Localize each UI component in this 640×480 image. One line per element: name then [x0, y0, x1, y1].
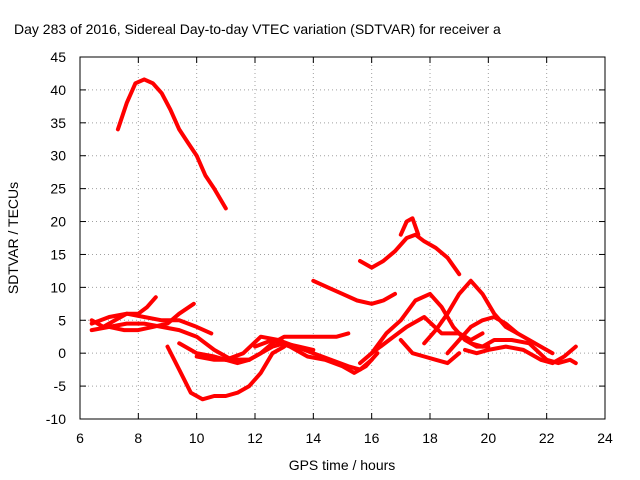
series-arc-16-20	[369, 315, 485, 356]
y-tick-labels: -10 -5 0 5 10 15 20 25 30 35 40 45	[46, 49, 66, 427]
x-tick-label: 24	[597, 430, 613, 446]
x-tick-label: 12	[247, 430, 263, 446]
series-arc-6-10	[89, 311, 214, 336]
y-tick-label: 10	[50, 279, 66, 295]
y-tick-label: 5	[58, 312, 66, 328]
y-tick-label: 45	[50, 49, 66, 65]
data-series	[89, 77, 578, 402]
series-arc-15-20	[358, 291, 491, 366]
y-tick-label: 15	[50, 246, 66, 262]
series-arc-20-23	[468, 338, 578, 366]
x-axis-title: GPS time / hours	[289, 457, 396, 473]
x-tick-label: 16	[364, 430, 380, 446]
x-tick-label: 8	[134, 430, 142, 446]
series-arc-14-17	[311, 278, 397, 306]
series-arc-9-13	[165, 344, 287, 402]
x-tick-label: 6	[76, 430, 84, 446]
x-tick-label: 18	[422, 430, 438, 446]
y-tick-label: 30	[50, 148, 66, 164]
series-arc-7-9	[107, 301, 196, 333]
y-tick-label: 35	[50, 115, 66, 131]
series-spike-17	[398, 216, 421, 237]
x-tick-labels: 6 8 10 12 14 16 18 20 22 24	[76, 430, 613, 446]
y-tick-label: 0	[58, 345, 66, 361]
y-tick-label: -10	[46, 411, 66, 427]
series-arc-17-19	[398, 338, 462, 366]
x-tick-label: 10	[189, 430, 205, 446]
x-tick-label: 20	[481, 430, 497, 446]
y-tick-label: 40	[50, 82, 66, 98]
series-arc-15-19	[358, 232, 462, 277]
series-arc-high	[115, 77, 228, 211]
plot-frame	[79, 56, 606, 420]
series-arc-12-16	[253, 338, 380, 375]
series-arc-6-11	[89, 321, 252, 362]
series-arc-19-22	[445, 315, 555, 356]
y-tick-label: 25	[50, 181, 66, 197]
x-tick-label: 22	[539, 430, 555, 446]
series-arc-11-16	[223, 334, 374, 372]
y-tick-label: 20	[50, 214, 66, 230]
y-tick-label: -5	[54, 378, 67, 394]
chart-title: Day 283 of 2016, Sidereal Day-to-day VTE…	[14, 21, 501, 37]
grid	[80, 57, 605, 419]
series-arc-18-21	[422, 278, 520, 346]
x-tick-label: 14	[306, 430, 322, 446]
y-axis-title: SDTVAR / TECUs	[5, 182, 21, 294]
series-arc-19-23	[463, 344, 578, 366]
